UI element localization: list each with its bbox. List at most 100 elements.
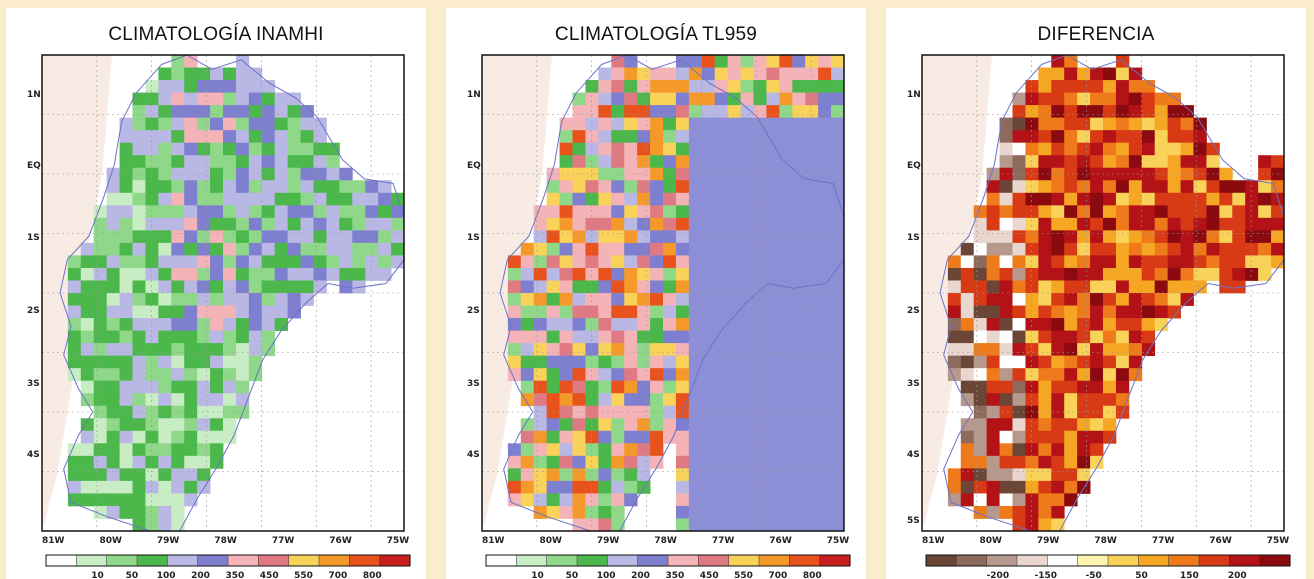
grid-cell [80, 493, 95, 507]
grid-cell [106, 368, 120, 382]
grid-cell [1051, 180, 1065, 194]
grid-cell [158, 405, 172, 419]
grid-cell [805, 167, 819, 181]
grid-cell [688, 267, 703, 281]
grid-cell [171, 230, 185, 244]
grid-cell [663, 380, 677, 394]
grid-cell [986, 230, 1000, 244]
lat-tick-label: 1S [27, 233, 40, 243]
grid-cell [1128, 368, 1143, 382]
grid-cell [1090, 368, 1104, 382]
grid-cell [1103, 330, 1117, 344]
grid-cell [533, 430, 548, 444]
grid-cell [1038, 405, 1052, 419]
grid-cell [598, 255, 612, 269]
grid-cell [650, 242, 664, 256]
grid-cell [999, 155, 1013, 169]
grid-cell [158, 505, 172, 519]
grid-cell [287, 280, 301, 294]
grid-cell [223, 355, 237, 369]
grid-cell [650, 217, 664, 231]
grid-cell [1103, 418, 1117, 432]
grid-cell [1193, 280, 1207, 294]
grid-cell [663, 230, 677, 244]
grid-cell [818, 505, 832, 519]
grid-cell [559, 242, 573, 256]
grid-cell [1090, 205, 1104, 219]
grid-cell [779, 230, 793, 244]
grid-cell [663, 418, 677, 432]
grid-cell [805, 293, 819, 306]
grid-cell [650, 430, 664, 444]
grid-cell [805, 380, 819, 394]
grid-cell [701, 117, 716, 131]
grid-cell [688, 430, 703, 444]
grid-cell [973, 443, 988, 457]
grid-cell [675, 217, 690, 231]
grid-cell [261, 318, 276, 331]
grid-cell [132, 267, 146, 281]
grid-cell [701, 505, 716, 519]
grid-cell [792, 380, 806, 394]
grid-cell [960, 318, 975, 331]
grid-cell [572, 318, 586, 331]
grid-cell [533, 255, 548, 269]
grid-cell [546, 443, 560, 457]
grid-cell [766, 305, 780, 319]
grid-cell [572, 480, 586, 494]
grid-cell [714, 405, 729, 419]
grid-cell [1090, 393, 1104, 407]
grid-cell [145, 430, 159, 444]
grid-cell [261, 155, 276, 169]
grid-cell [1128, 105, 1143, 119]
grid-cell [611, 280, 625, 294]
grid-cell [766, 180, 780, 194]
grid-cell [714, 368, 729, 382]
grid-cell [818, 343, 832, 357]
grid-cell [753, 330, 767, 344]
grid-cell [624, 92, 638, 106]
grid-cell [1090, 167, 1104, 181]
grid-cell [533, 418, 548, 432]
grid-cell [818, 493, 832, 507]
grid-cell [533, 405, 548, 419]
grid-cell [740, 330, 754, 344]
grid-cell [184, 117, 198, 131]
grid-cell [248, 217, 263, 231]
grid-cell [986, 418, 1000, 432]
grid-cell [507, 318, 522, 331]
grid-cell [223, 205, 237, 219]
grid-cell [1219, 255, 1233, 269]
grid-cell [507, 480, 522, 494]
grid-cell [688, 217, 703, 231]
grid-cell [93, 455, 108, 469]
grid-cell [1115, 217, 1130, 231]
grid-cell [1103, 343, 1117, 357]
grid-cell [818, 480, 832, 494]
colorbar-label: 10 [531, 571, 544, 579]
grid-cell [714, 167, 729, 181]
grid-cell [1038, 242, 1052, 256]
grid-cell [598, 92, 612, 106]
grid-cell [805, 393, 819, 407]
grid-cell [999, 142, 1013, 156]
grid-cell [624, 230, 638, 244]
grid-cell [727, 493, 741, 507]
grid-cell [546, 355, 560, 369]
grid-cell [171, 430, 185, 444]
grid-cell [637, 92, 651, 106]
grid-cell [533, 280, 548, 294]
grid-cell [637, 255, 651, 269]
lat-tick-label: 4S [27, 450, 40, 460]
grid-cell [727, 167, 741, 181]
grid-cell [688, 443, 703, 457]
grid-cell [119, 393, 133, 407]
grid-cell [1051, 293, 1065, 306]
grid-cell [714, 80, 729, 93]
grid-cell [818, 318, 832, 331]
grid-cell [1051, 67, 1065, 81]
grid-cell [119, 242, 133, 256]
grid-cell [714, 480, 729, 494]
grid-cell [663, 318, 677, 331]
grid-cell [1219, 167, 1233, 181]
